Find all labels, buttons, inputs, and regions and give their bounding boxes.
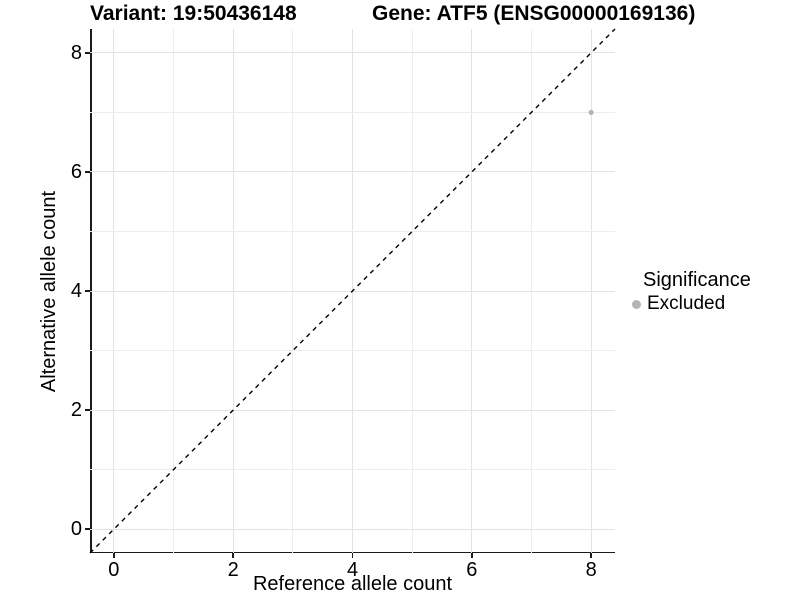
gridline-y-minor: [90, 111, 615, 113]
y-tick: [85, 52, 90, 54]
legend-key-dot-icon: [632, 299, 641, 309]
y-tick-label: 8: [70, 41, 82, 64]
x-tick-label: 2: [227, 559, 239, 581]
plot-panel: 0 2 4 6 8 0 2 4 6 8: [71, 28, 616, 580]
y-tick-label: 2: [70, 399, 82, 422]
x-tick: [113, 553, 115, 558]
plot-title-variant: Variant: 19:50436148: [90, 2, 297, 25]
x-tick-label: 4: [346, 559, 359, 581]
y-axis-title-area: Alternative allele count: [28, 29, 72, 553]
gridline-y-major: [90, 52, 615, 54]
x-tick-label: 0: [108, 559, 120, 581]
x-tick: [351, 553, 354, 558]
gridline-y-minor: [90, 469, 615, 471]
legend-item-label: Excluded: [647, 293, 726, 314]
y-tick-label: 4: [70, 280, 82, 302]
x-axis-title: Reference allele count: [252, 573, 452, 595]
legend-item-excluded: Excluded: [632, 294, 751, 314]
plot-title-gene: Gene: ATF5 (ENSG00000169136): [372, 2, 696, 25]
gridline-y-major: [90, 171, 615, 173]
x-tick: [232, 553, 234, 558]
gridline-y-major: [90, 528, 615, 530]
identity-reference-line: [89, 28, 616, 554]
y-tick: [85, 409, 90, 411]
x-tick-label: 6: [466, 559, 478, 581]
x-tick-label: 8: [585, 559, 597, 581]
y-tick-label: 0: [70, 518, 82, 541]
gridline-y-minor: [90, 350, 615, 352]
gridline-y-minor: [90, 230, 615, 232]
y-tick: [85, 290, 90, 292]
legend-title: Significance: [643, 269, 751, 291]
y-axis-title: Alternative allele count: [38, 190, 61, 392]
legend: Significance Excluded: [632, 269, 751, 314]
x-tick: [471, 553, 473, 558]
y-tick: [85, 171, 90, 173]
gridline-y-major: [90, 409, 615, 411]
data-point: [588, 109, 594, 115]
x-tick: [590, 553, 592, 558]
y-tick: [85, 528, 90, 530]
plot-layer: [89, 28, 616, 554]
y-tick-label: 6: [70, 160, 82, 183]
